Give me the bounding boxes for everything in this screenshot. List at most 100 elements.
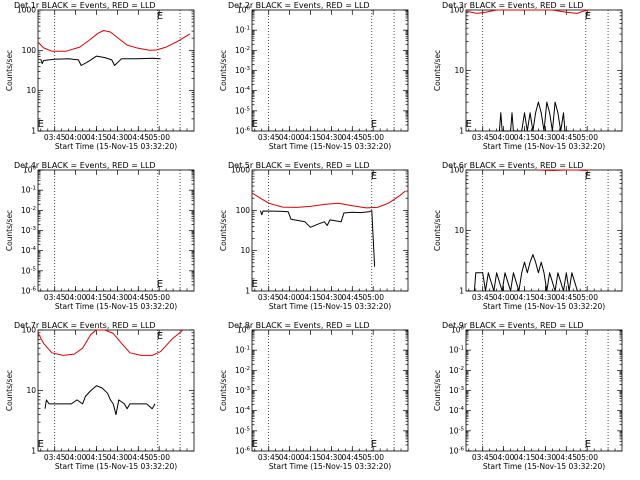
plot-frame <box>37 329 195 452</box>
x-tick-label: 03:45 <box>472 133 494 142</box>
plot-frame <box>251 9 409 132</box>
x-tick-label: 04:15 <box>86 453 108 462</box>
event-marker: E <box>585 11 591 22</box>
x-tick-label: 05:00 <box>576 293 598 302</box>
x-axis-label: Start Time (15-Nov-15 03:32:20) <box>55 462 177 471</box>
panel-5: Det 5r BLACK = Events, RED = LLD 1 10 100 10… <box>219 161 409 311</box>
event-marker: E <box>157 279 163 290</box>
y-tick-label: 1 <box>245 287 250 296</box>
x-tick-label: 03:45 <box>44 453 66 462</box>
y-tick-label: 10-2 <box>235 46 250 55</box>
x-axis-label: Start Time (15-Nov-15 03:32:20) <box>55 302 177 311</box>
y-tick-label: 10 <box>26 86 36 95</box>
series-red <box>37 329 184 356</box>
panel-title: Det 4r BLACK = Events, RED = LLD <box>14 161 156 170</box>
y-tick-label: 10-3 <box>449 386 465 395</box>
x-tick-label: 04:00 <box>493 453 515 462</box>
y-axis-label: Counts/sec <box>5 50 14 91</box>
y-tick-label: 10-4 <box>21 246 37 255</box>
y-tick-label: 10-1 <box>235 26 250 35</box>
x-tick-label: 04:00 <box>279 453 301 462</box>
y-tick-label: 10-3 <box>235 66 251 75</box>
x-tick-label: 03:45 <box>44 293 66 302</box>
x-tick-label: 04:15 <box>300 293 322 302</box>
x-axis-label: Start Time (15-Nov-15 03:32:20) <box>55 142 177 151</box>
x-tick-label: 04:30 <box>535 133 557 142</box>
y-tick-label: 1000 <box>231 166 250 175</box>
event-marker: E <box>585 171 591 182</box>
plot-frame <box>465 9 623 132</box>
x-tick-label: 05:00 <box>362 133 384 142</box>
panel-title: Det 2r BLACK = Events, RED = LLD <box>228 1 370 10</box>
event-marker: E <box>157 11 163 22</box>
x-tick-label: 04:00 <box>493 133 515 142</box>
y-tick-label: 10-4 <box>235 406 251 415</box>
x-tick-label: 04:15 <box>514 133 536 142</box>
y-tick-label: 100 <box>23 166 37 175</box>
panel-6: Det 6r BLACK = Events, RED = LLD 1 10 100 03… <box>433 161 623 311</box>
y-tick-label: 10-4 <box>235 86 251 95</box>
x-tick-label: 04:00 <box>279 133 301 142</box>
x-tick-label: 03:45 <box>472 453 494 462</box>
y-tick-label: 100 <box>237 6 251 15</box>
y-axis-label: Counts/sec <box>219 210 228 251</box>
y-axis-label: Counts/sec <box>433 50 442 91</box>
x-tick-label: 05:00 <box>362 293 384 302</box>
series-black <box>259 210 376 267</box>
x-tick-label: 03:45 <box>258 293 280 302</box>
y-tick-label: 10-2 <box>449 366 464 375</box>
x-tick-label: 04:30 <box>321 133 343 142</box>
x-tick-label: 04:30 <box>535 293 557 302</box>
y-tick-label: 10-6 <box>235 127 251 136</box>
event-marker: E <box>38 439 44 450</box>
y-axis-label: Counts/sec <box>5 210 14 251</box>
panel-title: Det 8r BLACK = Events, RED = LLD <box>228 321 370 330</box>
y-tick-label: 10-5 <box>21 266 37 275</box>
x-tick-label: 05:00 <box>576 133 598 142</box>
y-tick-label: 10-2 <box>21 206 36 215</box>
y-tick-label: 10-5 <box>235 426 251 435</box>
y-tick-label: 100 <box>237 326 251 335</box>
x-tick-label: 04:45 <box>555 293 577 302</box>
x-tick-label: 04:00 <box>493 293 515 302</box>
x-tick-label: 05:00 <box>362 453 384 462</box>
x-tick-label: 04:45 <box>341 293 363 302</box>
y-tick-label: 10-3 <box>21 226 37 235</box>
x-tick-label: 04:15 <box>514 453 536 462</box>
event-marker: E <box>252 119 258 130</box>
y-tick-label: 10-4 <box>449 406 465 415</box>
plot-frame <box>37 169 195 292</box>
panel-title: Det 5r BLACK = Events, RED = LLD <box>228 161 370 170</box>
series-black <box>498 101 570 132</box>
y-tick-label: 10 <box>240 246 250 255</box>
y-tick-label: 100 <box>450 6 465 15</box>
x-tick-label: 04:30 <box>107 293 129 302</box>
event-marker: E <box>585 439 591 450</box>
plot-frame <box>251 329 409 452</box>
plot-frame <box>251 169 409 292</box>
x-tick-label: 04:45 <box>341 133 363 142</box>
x-tick-label: 04:15 <box>86 133 108 142</box>
event-marker: E <box>371 439 377 450</box>
x-axis-label: Start Time (15-Nov-15 03:32:20) <box>269 142 391 151</box>
y-tick-label: 10-5 <box>235 106 251 115</box>
x-tick-label: 04:15 <box>300 453 322 462</box>
x-tick-label: 03:45 <box>472 293 494 302</box>
panel-4: Det 4r BLACK = Events, RED = LLD 10-6 10-5… <box>5 161 195 311</box>
x-axis-label: Start Time (15-Nov-15 03:32:20) <box>483 302 605 311</box>
panel-title: Det 3r BLACK = Events, RED = LLD <box>442 1 584 10</box>
x-tick-label: 04:00 <box>279 293 301 302</box>
y-tick-label: 10 <box>454 226 464 235</box>
panel-title: Det 9r BLACK = Events, RED = LLD <box>442 321 584 330</box>
x-tick-label: 05:00 <box>148 293 170 302</box>
y-axis-label: Counts/sec <box>5 370 14 411</box>
x-axis-label: Start Time (15-Nov-15 03:32:20) <box>269 302 391 311</box>
x-tick-label: 03:45 <box>44 133 66 142</box>
panel-9: Det 9r BLACK = Events, RED = LLD 10-6 10-5… <box>433 321 623 471</box>
x-tick-label: 04:00 <box>65 453 87 462</box>
y-tick-label: 10-6 <box>449 447 465 456</box>
y-tick-label: 10-6 <box>21 287 37 296</box>
x-axis-label: Start Time (15-Nov-15 03:32:20) <box>269 462 391 471</box>
y-tick-label: 100 <box>22 326 37 335</box>
